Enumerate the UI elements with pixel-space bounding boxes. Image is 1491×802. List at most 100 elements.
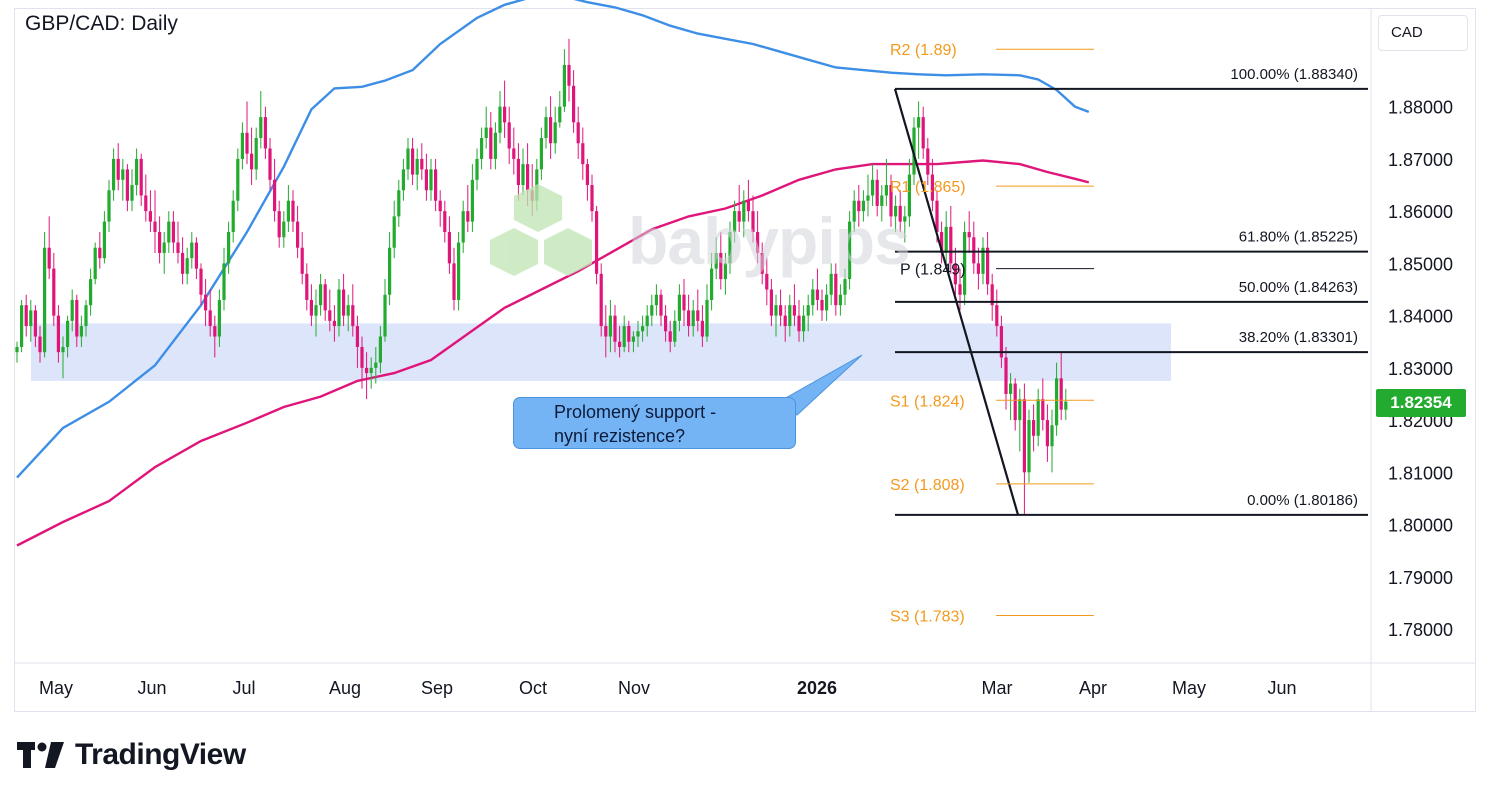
candle-body xyxy=(466,211,470,222)
candle xyxy=(898,190,902,233)
candle-body xyxy=(47,247,51,269)
candle xyxy=(903,205,907,243)
candle xyxy=(861,190,865,222)
candle-body xyxy=(185,258,189,274)
candle xyxy=(783,305,787,342)
candle-body xyxy=(595,211,599,274)
candle-body xyxy=(15,346,19,353)
candle xyxy=(33,305,37,347)
candle xyxy=(420,143,424,180)
candle xyxy=(654,284,658,316)
candle xyxy=(990,273,994,321)
candle xyxy=(848,211,852,290)
candle xyxy=(866,174,870,217)
tradingview-wordmark: TradingView xyxy=(75,738,246,771)
candle xyxy=(447,216,451,274)
candle-body xyxy=(332,320,336,327)
candle xyxy=(558,91,562,128)
candle-body xyxy=(1009,383,1013,394)
candle xyxy=(286,185,290,233)
candle-body xyxy=(282,221,286,238)
candle xyxy=(618,326,622,358)
x-tick-label: Apr xyxy=(1079,678,1107,698)
candle-body xyxy=(903,216,907,222)
candle-body xyxy=(894,205,898,217)
candle-body xyxy=(572,85,576,123)
candle-body xyxy=(66,320,70,347)
candle-body xyxy=(296,221,300,248)
watermark-logo-icon xyxy=(490,180,620,305)
candle-body xyxy=(484,127,488,139)
candle xyxy=(889,174,893,227)
candle xyxy=(231,190,235,243)
candle-body xyxy=(176,242,180,253)
candle xyxy=(949,205,953,274)
x-tick-label: Mar xyxy=(982,678,1013,698)
candle-body xyxy=(489,127,493,159)
candle xyxy=(687,294,691,337)
candle xyxy=(190,232,194,269)
candle xyxy=(751,195,755,243)
candle-body xyxy=(1013,383,1017,421)
candle xyxy=(79,315,83,347)
candle-body xyxy=(84,305,88,327)
y-tick-label: 1.87000 xyxy=(1388,150,1453,170)
candle-body xyxy=(33,310,37,337)
candle xyxy=(875,169,879,217)
candle-body xyxy=(539,138,543,170)
candle xyxy=(254,127,258,180)
candle xyxy=(245,101,249,165)
candle-body xyxy=(558,106,562,123)
fib-level-label: 38.20% (1.83301) xyxy=(1239,329,1358,346)
candle xyxy=(29,299,33,342)
candle-body xyxy=(144,195,148,212)
candle xyxy=(852,190,856,233)
candle xyxy=(328,289,332,332)
candle-body xyxy=(990,284,994,306)
candle xyxy=(631,331,635,353)
candle xyxy=(20,299,24,353)
candle-body xyxy=(24,305,28,327)
candle xyxy=(940,221,944,264)
candle-body xyxy=(682,294,686,311)
candle-body xyxy=(401,169,405,191)
candle-body xyxy=(875,179,879,206)
candle-body xyxy=(443,211,447,233)
currency-button[interactable]: CAD xyxy=(1378,15,1468,51)
candle-body xyxy=(737,211,741,222)
candle xyxy=(677,284,681,332)
candle-body xyxy=(273,179,277,212)
candle-body xyxy=(130,185,134,201)
candle-body xyxy=(999,326,1003,358)
candle xyxy=(176,221,180,264)
candle-body xyxy=(585,164,589,186)
candle xyxy=(89,268,93,316)
candle-body xyxy=(820,299,824,311)
candle-body xyxy=(631,336,635,342)
candle-body xyxy=(714,252,718,269)
candle-body xyxy=(162,242,166,253)
y-tick-label: 1.86000 xyxy=(1388,202,1453,222)
candle xyxy=(300,232,304,285)
candle xyxy=(1050,409,1054,473)
candle-body xyxy=(204,294,208,311)
candle xyxy=(1041,378,1045,431)
candle-body xyxy=(259,117,263,139)
x-tick-label: Jun xyxy=(137,678,166,698)
candle-body xyxy=(70,299,74,321)
candle xyxy=(815,268,819,311)
candle xyxy=(222,247,226,311)
y-tick-label: 1.83000 xyxy=(1388,359,1453,379)
annotation-callout[interactable]: Prolomený support - nyní rezistence? xyxy=(513,397,796,449)
candle xyxy=(802,305,806,342)
candle xyxy=(705,284,709,342)
candle-body xyxy=(751,211,755,233)
y-tick-label: 1.79000 xyxy=(1388,568,1453,588)
candle-body xyxy=(457,242,461,300)
candle-body xyxy=(507,122,511,149)
candle xyxy=(181,237,185,285)
candle-body xyxy=(834,273,838,306)
candle-body xyxy=(664,315,668,332)
candle xyxy=(125,164,129,212)
